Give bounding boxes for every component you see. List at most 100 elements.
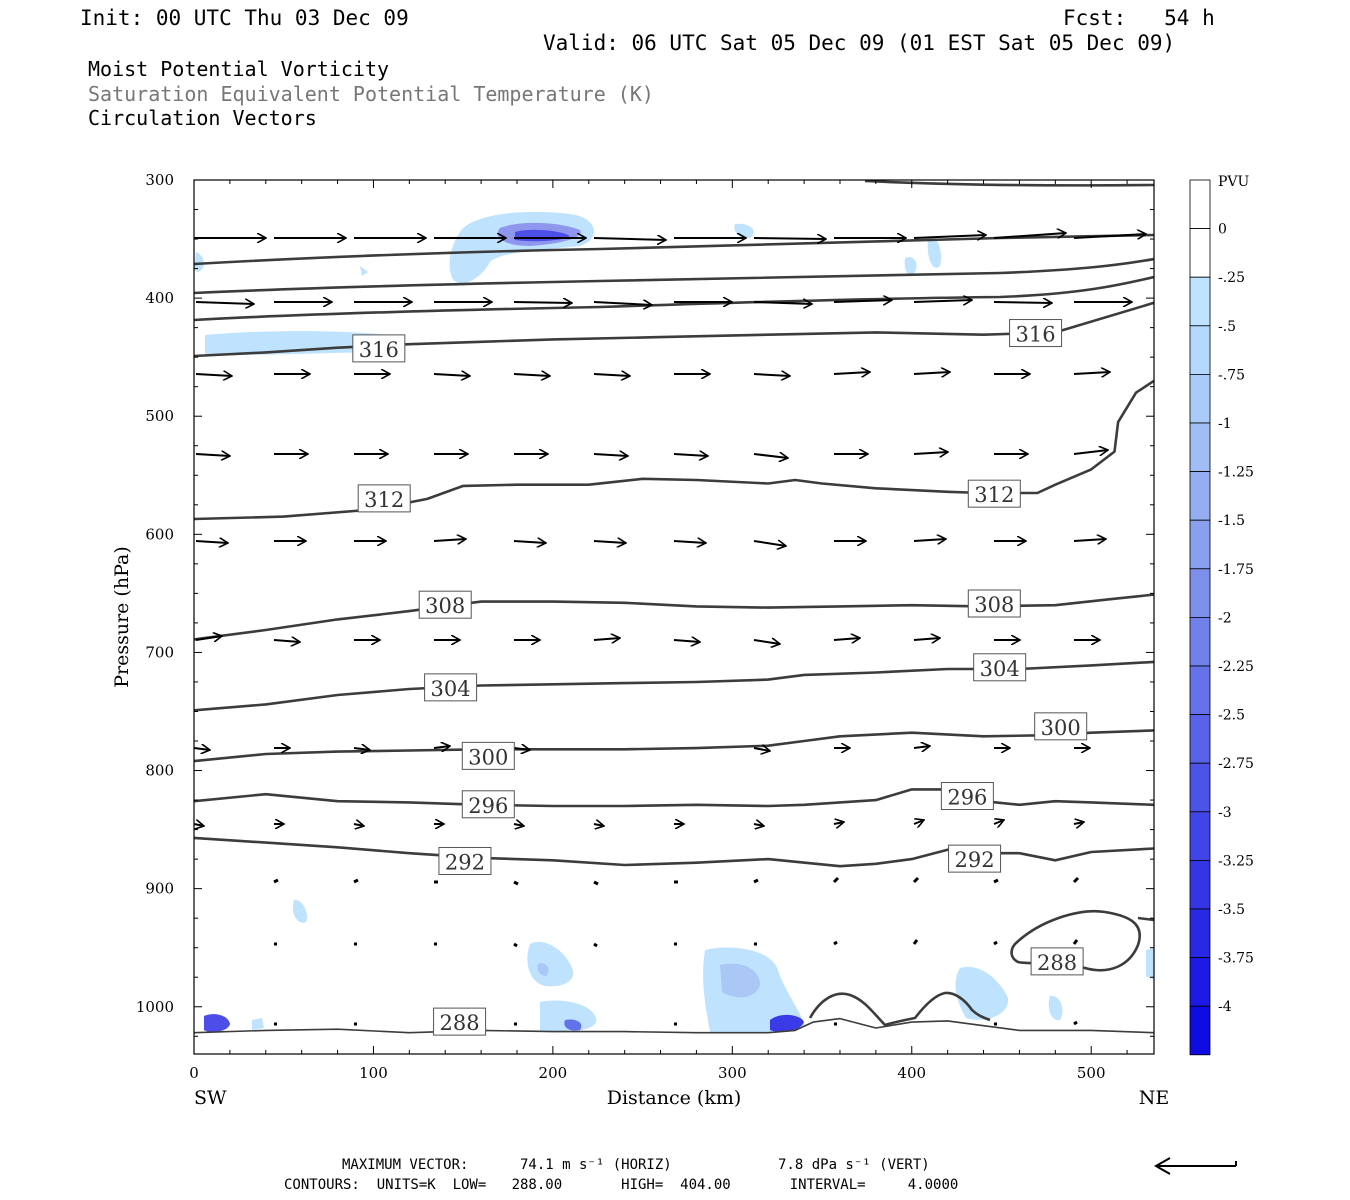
circulation-vector	[753, 302, 812, 304]
circulation-vector	[593, 374, 630, 376]
circulation-vector	[913, 820, 924, 824]
contour-label-292: 292	[955, 848, 995, 872]
circulation-vector	[993, 820, 1004, 824]
contour-label-box	[461, 790, 515, 819]
circulation-vector	[673, 454, 708, 456]
colorbar-swatch	[1189, 811, 1211, 861]
colorbar-swatch	[1189, 957, 1211, 1007]
contour-label-312: 312	[364, 488, 404, 512]
contour-296	[194, 788, 1154, 808]
contour-label-304: 304	[980, 657, 1020, 681]
upper-contours	[194, 180, 1154, 322]
circulation-vector	[913, 638, 940, 640]
circulation-vector	[673, 640, 700, 642]
contour-upper-4	[864, 180, 1154, 187]
pv-area-near-375	[360, 266, 368, 276]
x-tick-label: 500	[1077, 1064, 1106, 1082]
circulation-vector	[913, 235, 986, 238]
colorbar: 0 -.25 -.5 -.75 -1 -1.25 -1.5 -1.75 -2 -2.25 -2.5 -…	[1189, 179, 1254, 1056]
contour-308	[194, 593, 1154, 641]
pv-area-980-core	[720, 963, 760, 998]
colorbar-level-label: -1.75	[1218, 562, 1254, 578]
contour-label-box	[1009, 319, 1063, 348]
circulation-vector	[433, 374, 470, 376]
circulation-vector	[513, 824, 524, 826]
colorbar-level-label: -3.75	[1218, 951, 1254, 967]
circulation-vector	[194, 748, 210, 750]
circulation-vector	[195, 454, 230, 456]
x-tick-label: 200	[539, 1064, 568, 1082]
contour-300	[194, 729, 1154, 763]
contour-label-304: 304	[431, 677, 471, 701]
colorbar-swatch	[1189, 568, 1211, 618]
circulation-vector-small	[273, 878, 279, 884]
circulation-vector	[353, 824, 364, 826]
circulation-vector	[833, 372, 870, 374]
circulation-vector	[1073, 822, 1084, 824]
circulation-vector-small	[513, 942, 518, 948]
circulation-vector	[993, 302, 1052, 303]
contour-label-316: 316	[359, 338, 399, 362]
contour-label-box	[352, 334, 406, 363]
circulation-vector-small	[1073, 1020, 1078, 1026]
circulation-vector	[913, 372, 950, 374]
colorbar-swatch	[1189, 665, 1211, 715]
contour-label-box	[948, 844, 1002, 873]
circulation-vector-small	[593, 880, 599, 886]
contour-upper-2	[194, 257, 1154, 295]
circulation-vector	[433, 746, 450, 748]
contour-label-box	[357, 484, 411, 513]
contour-label-296: 296	[468, 794, 508, 818]
contour-upper-1	[194, 233, 1154, 266]
circulation-vector	[833, 300, 892, 302]
colorbar-level-label: -2	[1218, 610, 1232, 626]
contour-label-box	[418, 590, 472, 619]
colorbar-level-label: -3.25	[1218, 853, 1254, 869]
circulation-vector	[753, 454, 788, 458]
contour-label-box	[973, 653, 1027, 682]
colorbar-swatch	[1189, 860, 1211, 910]
contour-label-box	[438, 846, 492, 875]
colorbar-swatch	[1189, 762, 1211, 813]
colorbar-level-label: -4	[1218, 999, 1232, 1015]
circulation-vector	[1073, 372, 1110, 374]
colorbar-unit: PVU	[1218, 174, 1250, 190]
colorbar-swatch	[1189, 471, 1211, 521]
y-tick-label: 1000	[136, 998, 174, 1016]
circulation-vector	[194, 824, 204, 826]
circulation-vector-small	[832, 876, 840, 884]
circulation-vector	[753, 541, 786, 546]
x-axis: 0 100 200 300 400 500	[189, 180, 1128, 1082]
y-tick-label: 900	[145, 880, 174, 898]
colorbar-level-label: -2.75	[1218, 756, 1254, 772]
colorbar-swatch	[1189, 422, 1211, 472]
circulation-vector	[593, 302, 652, 305]
circulation-vector	[913, 452, 948, 454]
contour-label-box	[424, 673, 478, 702]
circulation-vector	[195, 374, 232, 376]
circulation-vector	[513, 541, 546, 543]
colorbar-level-label: -.25	[1218, 270, 1245, 286]
colorbar-swatch	[1189, 617, 1211, 667]
x-tick-label: 0	[189, 1064, 199, 1082]
contour-label-308: 308	[425, 594, 465, 618]
colorbar-level-label: 0	[1218, 222, 1227, 238]
contour-292	[194, 836, 1154, 868]
plot-frame	[193, 179, 1155, 1055]
contour-label-box	[1030, 947, 1084, 976]
contour-label-292: 292	[445, 850, 485, 874]
pv-area-1010-a-core	[564, 1019, 582, 1031]
contour-288-loop	[1010, 910, 1154, 972]
colorbar-level-label: -1.25	[1218, 465, 1254, 481]
colorbar-swatch	[1189, 714, 1211, 764]
colorbar-level-label: -3	[1218, 805, 1232, 821]
circulation-vector	[833, 822, 844, 824]
y-tick-label: 300	[145, 171, 174, 189]
max-vector-vertical: 7.8 dPa s⁻¹ (VERT)	[778, 1157, 930, 1173]
circulation-vector	[1073, 234, 1146, 238]
contour-label-box	[1034, 712, 1088, 741]
circulation-vector	[913, 300, 972, 302]
colorbar-swatch	[1189, 228, 1211, 278]
circulation-vector	[753, 640, 780, 644]
